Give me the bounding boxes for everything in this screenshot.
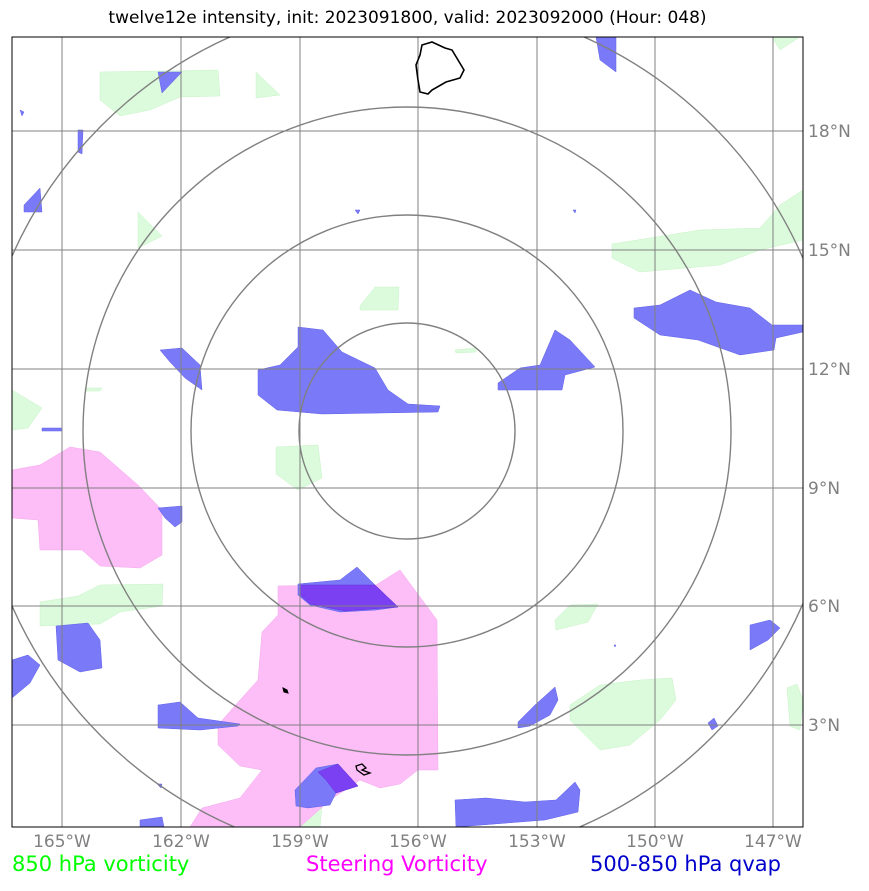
lon-label: 153°W xyxy=(508,832,566,852)
qvap-overlap-layer xyxy=(299,584,399,794)
range-ring-2 xyxy=(190,214,624,648)
lat-label: 12°N xyxy=(808,360,851,380)
lon-label: 147°W xyxy=(744,832,802,852)
map-title: twelve12e intensity, init: 2023091800, v… xyxy=(108,8,707,28)
lon-label: 165°W xyxy=(33,832,91,852)
lon-label: 150°W xyxy=(626,832,684,852)
range-rings xyxy=(12,37,803,827)
legend-qvap: 500-850 hPa qvap xyxy=(590,852,781,876)
legend-850-vorticity: 850 hPa vorticity xyxy=(12,852,190,876)
plot-frame xyxy=(11,36,804,828)
longitude-labels: 165°W 162°W 159°W 156°W 153°W 150°W 147°… xyxy=(33,832,802,852)
latitude-labels: 18°N 15°N 12°N 9°N 6°N 3°N xyxy=(808,122,851,736)
lon-label: 156°W xyxy=(389,832,447,852)
lon-label: 162°W xyxy=(152,832,210,852)
lat-label: 15°N xyxy=(808,241,851,261)
legend-steering-vorticity: Steering Vorticity xyxy=(306,852,488,876)
lon-label: 159°W xyxy=(271,832,329,852)
lat-label: 6°N xyxy=(808,597,840,617)
steering-vorticity-layer xyxy=(12,446,439,827)
lat-label: 9°N xyxy=(808,479,840,499)
lat-label: 3°N xyxy=(808,716,840,736)
coastline-hawaii xyxy=(415,41,465,95)
contour-marker xyxy=(355,763,372,776)
range-ring-3 xyxy=(82,106,732,756)
range-ring-1 xyxy=(298,322,516,540)
graticule xyxy=(12,37,803,827)
lat-label: 18°N xyxy=(808,122,851,142)
green-vorticity-layer xyxy=(12,37,803,827)
contour-marker xyxy=(282,687,289,694)
